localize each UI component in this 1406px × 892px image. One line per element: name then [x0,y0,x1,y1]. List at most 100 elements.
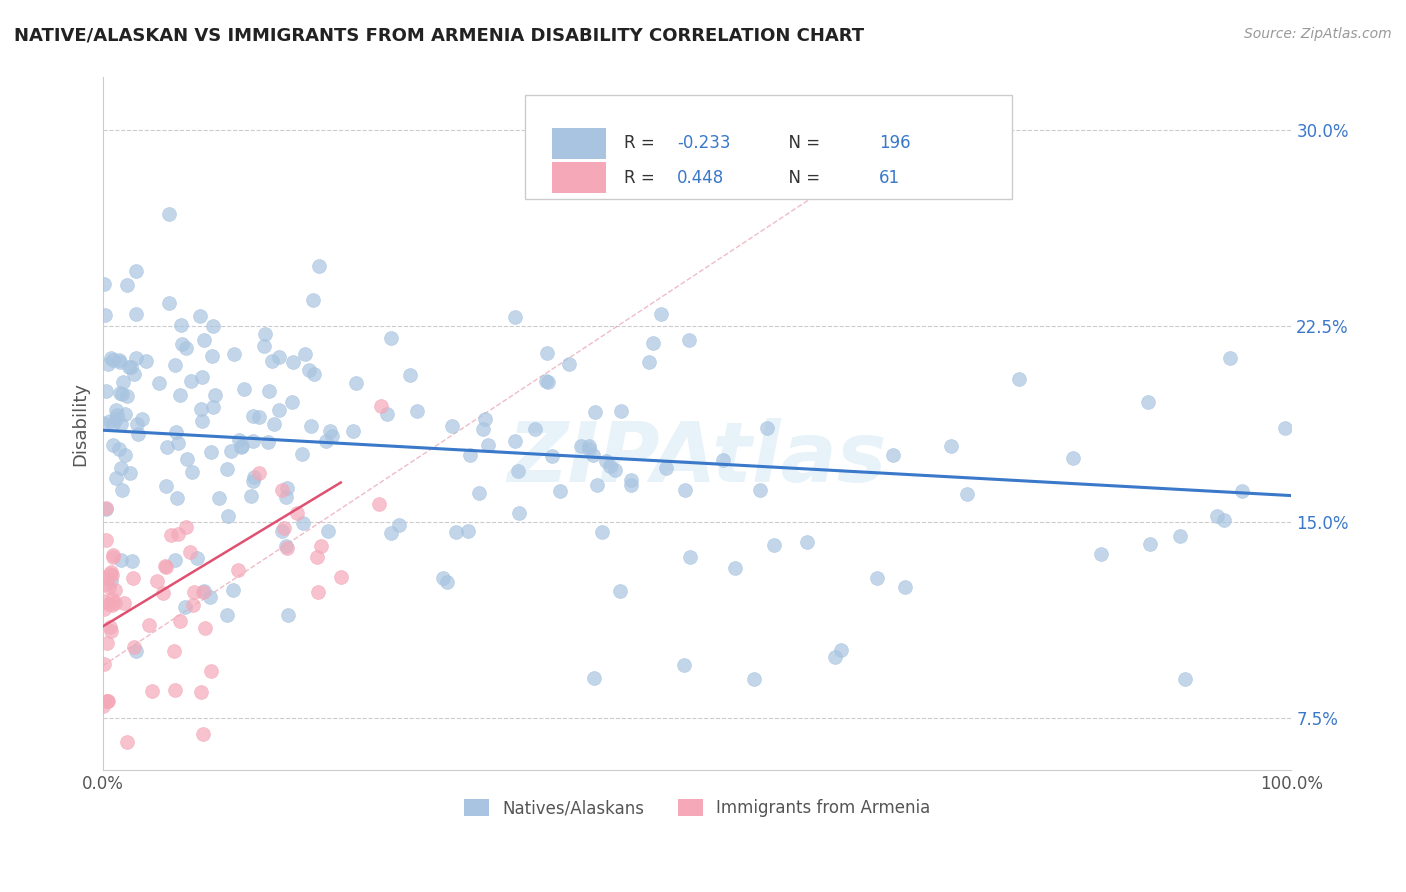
Point [191,585,214,599]
Point [650,307,672,321]
Point [100,414,122,428]
Point [242,409,264,423]
Point [188,309,211,323]
Point [96,636,118,650]
Point [380,331,402,345]
Point [120,359,142,374]
Point [121,554,143,568]
Point [217,608,239,623]
Point [107,442,129,456]
Point [271,524,294,538]
Point [226,563,249,577]
Point [370,400,392,414]
Text: 0.448: 0.448 [678,169,724,186]
Point [104,596,127,610]
Point [796,535,818,549]
Point [190,369,212,384]
Point [558,357,581,371]
Point [217,462,239,476]
Point [163,644,186,658]
Point [100,574,122,588]
Point [388,517,411,532]
Point [1219,351,1241,365]
Point [1274,420,1296,434]
FancyBboxPatch shape [524,95,1012,199]
Point [97,694,120,708]
Point [124,644,146,658]
Point [578,439,600,453]
Point [583,671,606,685]
Point [201,318,224,333]
Point [302,293,325,307]
Point [882,448,904,462]
Point [299,418,322,433]
Point [830,643,852,657]
Point [302,367,325,381]
Point [111,386,134,401]
Point [866,571,889,585]
Point [711,453,734,467]
Point [294,347,316,361]
Point [748,483,770,497]
Point [169,388,191,402]
Point [166,435,188,450]
Point [97,598,120,612]
Point [110,461,132,475]
Point [105,471,128,485]
Point [247,466,270,480]
Point [582,448,605,462]
Point [1230,483,1253,498]
Point [125,307,148,321]
Point [610,404,633,418]
Point [537,375,560,389]
Point [583,405,606,419]
Point [233,382,256,396]
Point [94,308,117,322]
Point [114,448,136,462]
Point [96,694,118,708]
Point [118,467,141,481]
Point [755,421,778,435]
Point [135,353,157,368]
Point [316,524,339,538]
Point [127,427,149,442]
Point [534,374,557,388]
Point [643,336,665,351]
Point [252,339,274,353]
Text: ZIPAtlas: ZIPAtlas [508,417,887,499]
Point [763,538,786,552]
Point [446,525,468,540]
Point [243,470,266,484]
Point [202,400,225,414]
Point [307,585,329,599]
Point [193,333,215,347]
Point [321,428,343,442]
Point [271,483,294,497]
Point [169,614,191,628]
Point [166,491,188,505]
Point [637,355,659,369]
Point [125,417,148,432]
Text: Source: ZipAtlas.com: Source: ZipAtlas.com [1244,27,1392,41]
Point [157,207,180,221]
Point [578,442,600,456]
Point [112,597,135,611]
Point [231,440,253,454]
Point [1206,509,1229,524]
Point [122,640,145,654]
Point [591,525,613,540]
Point [100,598,122,612]
Point [217,508,239,523]
Point [595,453,617,467]
Point [956,486,979,500]
Point [672,657,695,672]
Text: R =: R = [624,134,659,153]
Point [118,359,141,374]
Point [163,683,186,698]
Point [569,439,592,453]
Text: N =: N = [778,169,825,186]
Point [231,439,253,453]
Point [207,491,229,505]
Point [247,409,270,424]
Point [309,539,332,553]
